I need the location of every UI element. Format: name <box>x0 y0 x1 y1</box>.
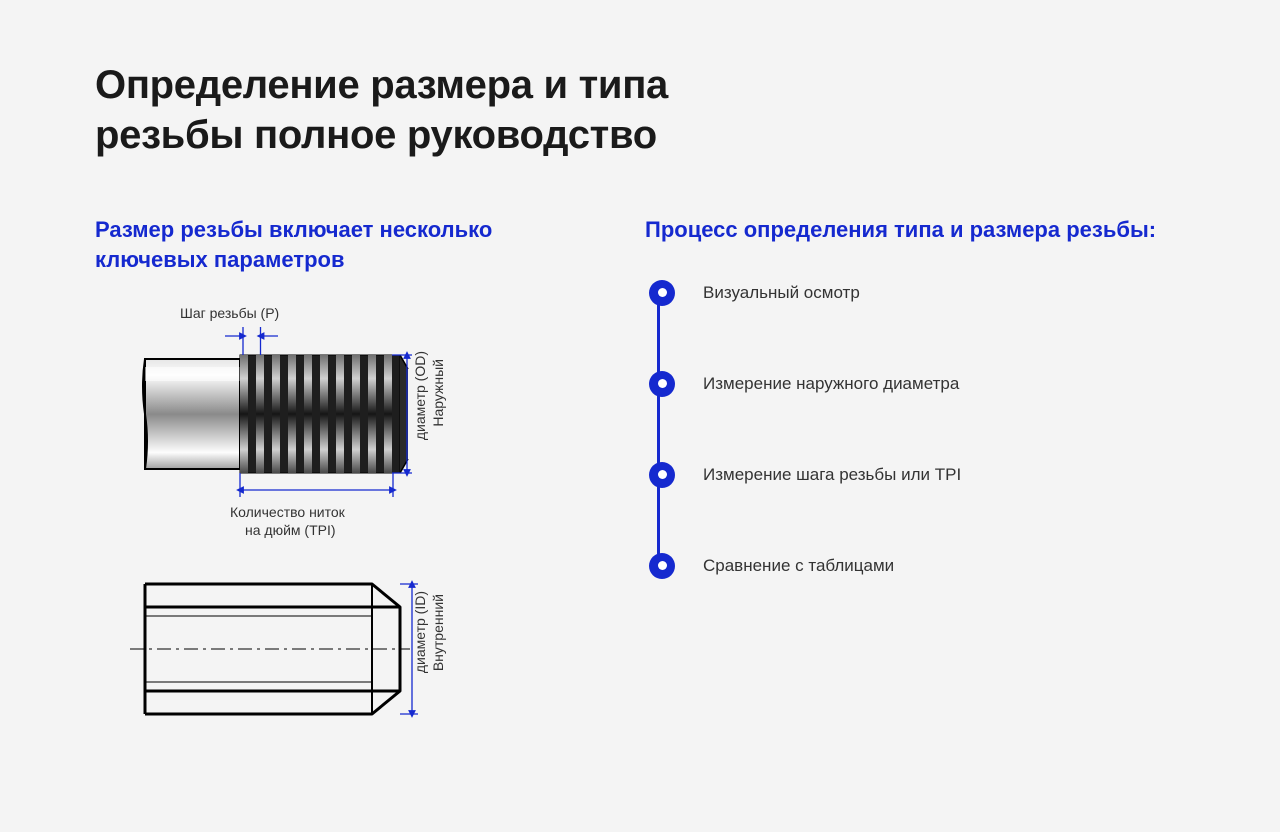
step-text: Измерение шага резьбы или TPI <box>703 465 961 485</box>
steps-connector-line <box>657 293 660 573</box>
step-text: Визуальный осмотр <box>703 283 860 303</box>
step-item: Сравнение с таблицами <box>649 553 1185 579</box>
step-bullet-icon <box>649 462 675 488</box>
od-label-1: Наружный <box>430 359 448 427</box>
thread-diagram: Шаг резьбы (P) Наружный диаметр (OD) Кол… <box>110 309 510 779</box>
step-text: Сравнение с таблицами <box>703 556 894 576</box>
right-column: Процесс определения типа и размера резьб… <box>645 215 1185 779</box>
page-title: Определение размера и типа резьбы полное… <box>95 60 815 160</box>
tpi-label-1: Количество ниток <box>230 504 345 522</box>
step-bullet-icon <box>649 280 675 306</box>
tpi-label-2: на дюйм (TPI) <box>245 522 336 540</box>
step-text: Измерение наружного диаметра <box>703 374 959 394</box>
steps-list: Визуальный осмотр Измерение наружного ди… <box>645 280 1185 579</box>
thread-diagram-svg <box>110 309 510 779</box>
left-subheading: Размер резьбы включает несколько ключевы… <box>95 215 575 274</box>
step-item: Измерение шага резьбы или TPI <box>649 462 1185 488</box>
pitch-label: Шаг резьбы (P) <box>180 305 279 323</box>
step-item: Измерение наружного диаметра <box>649 371 1185 397</box>
left-column: Размер резьбы включает несколько ключевы… <box>95 215 575 779</box>
two-column-layout: Размер резьбы включает несколько ключевы… <box>95 215 1185 779</box>
step-item: Визуальный осмотр <box>649 280 1185 306</box>
step-bullet-icon <box>649 553 675 579</box>
right-subheading: Процесс определения типа и размера резьб… <box>645 215 1185 245</box>
step-bullet-icon <box>649 371 675 397</box>
id-label-2: диаметр (ID) <box>412 591 430 673</box>
od-label-2: диаметр (OD) <box>412 351 430 440</box>
id-label-1: Внутренний <box>430 594 448 671</box>
